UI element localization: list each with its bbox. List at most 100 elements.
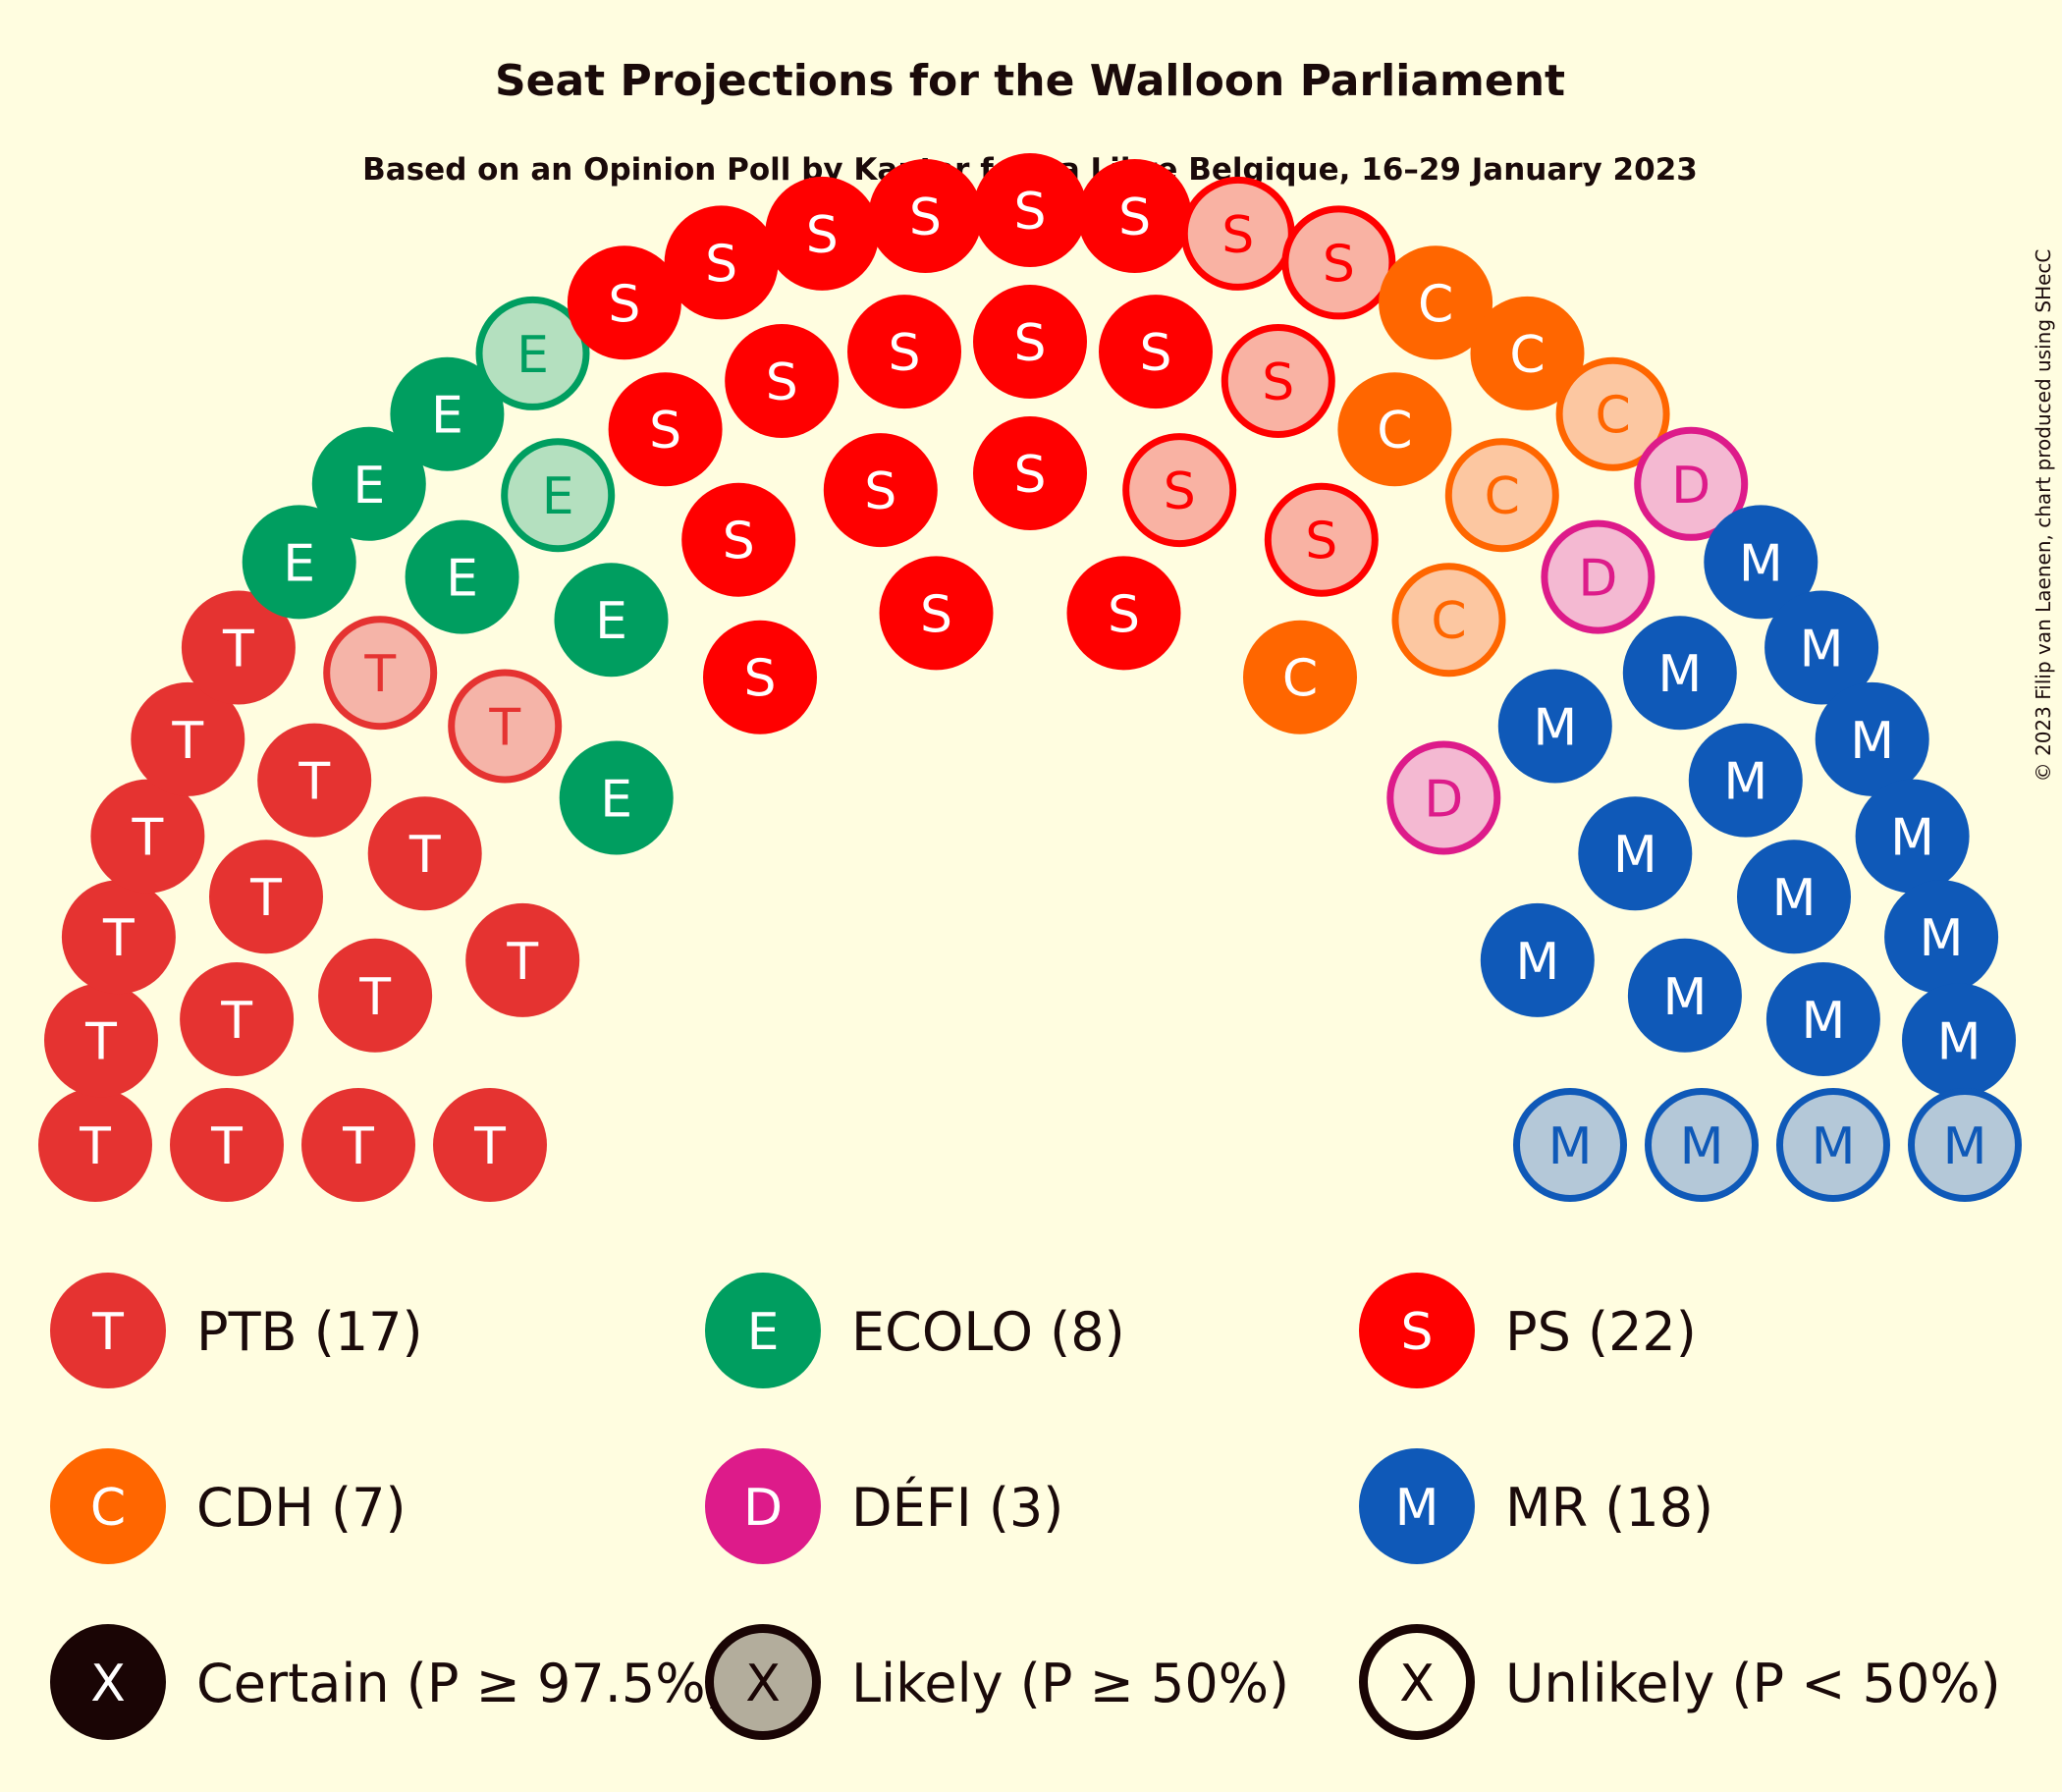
seat-circle: [1855, 779, 1970, 894]
legend-swatch: [50, 1448, 166, 1564]
seat-circle: [868, 159, 983, 273]
seat-s: S: [567, 245, 681, 360]
seat-t: T: [367, 796, 482, 911]
seat-circle: [1627, 938, 1742, 1053]
seat-m: M: [1645, 1088, 1759, 1202]
seat-circle: [1776, 1088, 1890, 1202]
seat-letter: M: [1772, 869, 1817, 928]
seat-circle: [703, 620, 817, 734]
seat-t: T: [38, 1088, 152, 1202]
seat-letter: S: [1139, 324, 1171, 383]
seat-circle: [181, 590, 296, 705]
seat-circle: [405, 519, 519, 634]
seat-letter: D: [1424, 771, 1463, 830]
seat-letter: S: [743, 650, 776, 709]
seat-s: S: [847, 295, 961, 409]
seat-circle: [1704, 505, 1818, 620]
seat-letter: S: [888, 324, 920, 383]
legend-item-d: D DÉFI (3): [705, 1448, 1063, 1564]
legend-item-c: C CDH (7): [50, 1448, 407, 1564]
legend-letter: M: [1395, 1479, 1439, 1538]
seat-m: M: [1884, 880, 1999, 995]
seat-s: S: [1077, 159, 1192, 273]
seat-letter: E: [283, 534, 315, 593]
seat-s: S: [1122, 433, 1237, 548]
seat-m: M: [1776, 1088, 1890, 1202]
seat-e: E: [390, 356, 505, 471]
seat-letter: D: [1578, 550, 1617, 609]
seat-letter: E: [446, 550, 478, 609]
seat-letter: S: [766, 353, 798, 412]
seat-c: C: [1337, 372, 1452, 487]
seat-circle: [1470, 296, 1585, 410]
seat-circle: [180, 962, 295, 1076]
seat-t: T: [433, 1088, 547, 1202]
seat-s: S: [1264, 482, 1379, 597]
seat-circle: [1444, 438, 1559, 553]
seat-circle: [664, 205, 779, 320]
seat-e: E: [475, 296, 590, 410]
seat-letter: T: [342, 1117, 374, 1176]
seat-letter: C: [1282, 650, 1318, 709]
seat-t: T: [61, 880, 176, 995]
seat-c: C: [1379, 245, 1493, 360]
seat-letter: E: [600, 771, 632, 830]
seat-circle: [209, 840, 323, 954]
legend-label: Certain (P ≥ 97.5%): [196, 1653, 727, 1714]
seat-circle: [90, 779, 205, 894]
seat-m: M: [1704, 505, 1818, 620]
seat-circle: [1688, 723, 1803, 838]
seat-c: C: [1243, 620, 1357, 734]
seat-letter: M: [1850, 712, 1894, 771]
seat-circle: [1884, 880, 1999, 995]
seat-letter: S: [920, 585, 952, 644]
seat-circle: [311, 426, 426, 541]
seat-m: M: [1908, 1088, 2022, 1202]
seat-letter: S: [608, 275, 640, 334]
seat-m: M: [1480, 902, 1595, 1017]
seat-circle: [823, 433, 938, 548]
seat-letter: M: [1533, 699, 1577, 758]
seat-letter: M: [1680, 1117, 1724, 1176]
seat-circle: [1281, 205, 1396, 320]
seat-circle: [501, 438, 616, 553]
seat-circle: [1497, 669, 1612, 784]
seat-s: S: [608, 372, 723, 487]
legend-label: CDH (7): [196, 1477, 407, 1539]
seat-circle: [1622, 616, 1737, 731]
seat-letter: S: [1013, 314, 1046, 373]
seat-letter: T: [84, 1012, 117, 1071]
seat-e: E: [311, 426, 426, 541]
seat-e: E: [559, 740, 674, 855]
seat-circle: [1066, 556, 1181, 671]
legend-item-unlikely: X Unlikely (P < 50%): [1359, 1624, 2001, 1740]
seat-letter: M: [1890, 809, 1934, 868]
seat-circle: [323, 616, 438, 731]
legend-item-s: S PS (22): [1359, 1273, 1697, 1388]
legend-swatch: [705, 1273, 821, 1388]
seat-t: T: [90, 779, 205, 894]
seat-letter: M: [1548, 1117, 1593, 1176]
seat-letter: T: [79, 1117, 111, 1176]
seat-m: M: [1902, 983, 2016, 1098]
legend-label: MR (18): [1505, 1477, 1713, 1539]
seat-circle: [1122, 433, 1237, 548]
seat-circle: [1386, 740, 1501, 855]
seat-circle: [1379, 245, 1493, 360]
seat-m: M: [1855, 779, 1970, 894]
legend-letter: X: [1399, 1655, 1435, 1713]
seat-circle: [1765, 962, 1880, 1076]
legend-swatch: [705, 1448, 821, 1564]
legend: T PTB (17) E ECOLO (8) S PS (22) C CDH (7) D DÉFI…: [50, 1273, 2001, 1740]
seat-circle: [1908, 1088, 2022, 1202]
seat-circle: [973, 153, 1087, 267]
legend-item-certain: X Certain (P ≥ 97.5%): [50, 1624, 727, 1740]
seat-s: S: [823, 433, 938, 548]
seat-circle: [1902, 983, 2016, 1098]
seat-circle: [257, 723, 372, 838]
seat-letter: S: [1013, 183, 1046, 242]
seat-letter: C: [1377, 402, 1412, 461]
seat-letter: T: [506, 933, 538, 992]
